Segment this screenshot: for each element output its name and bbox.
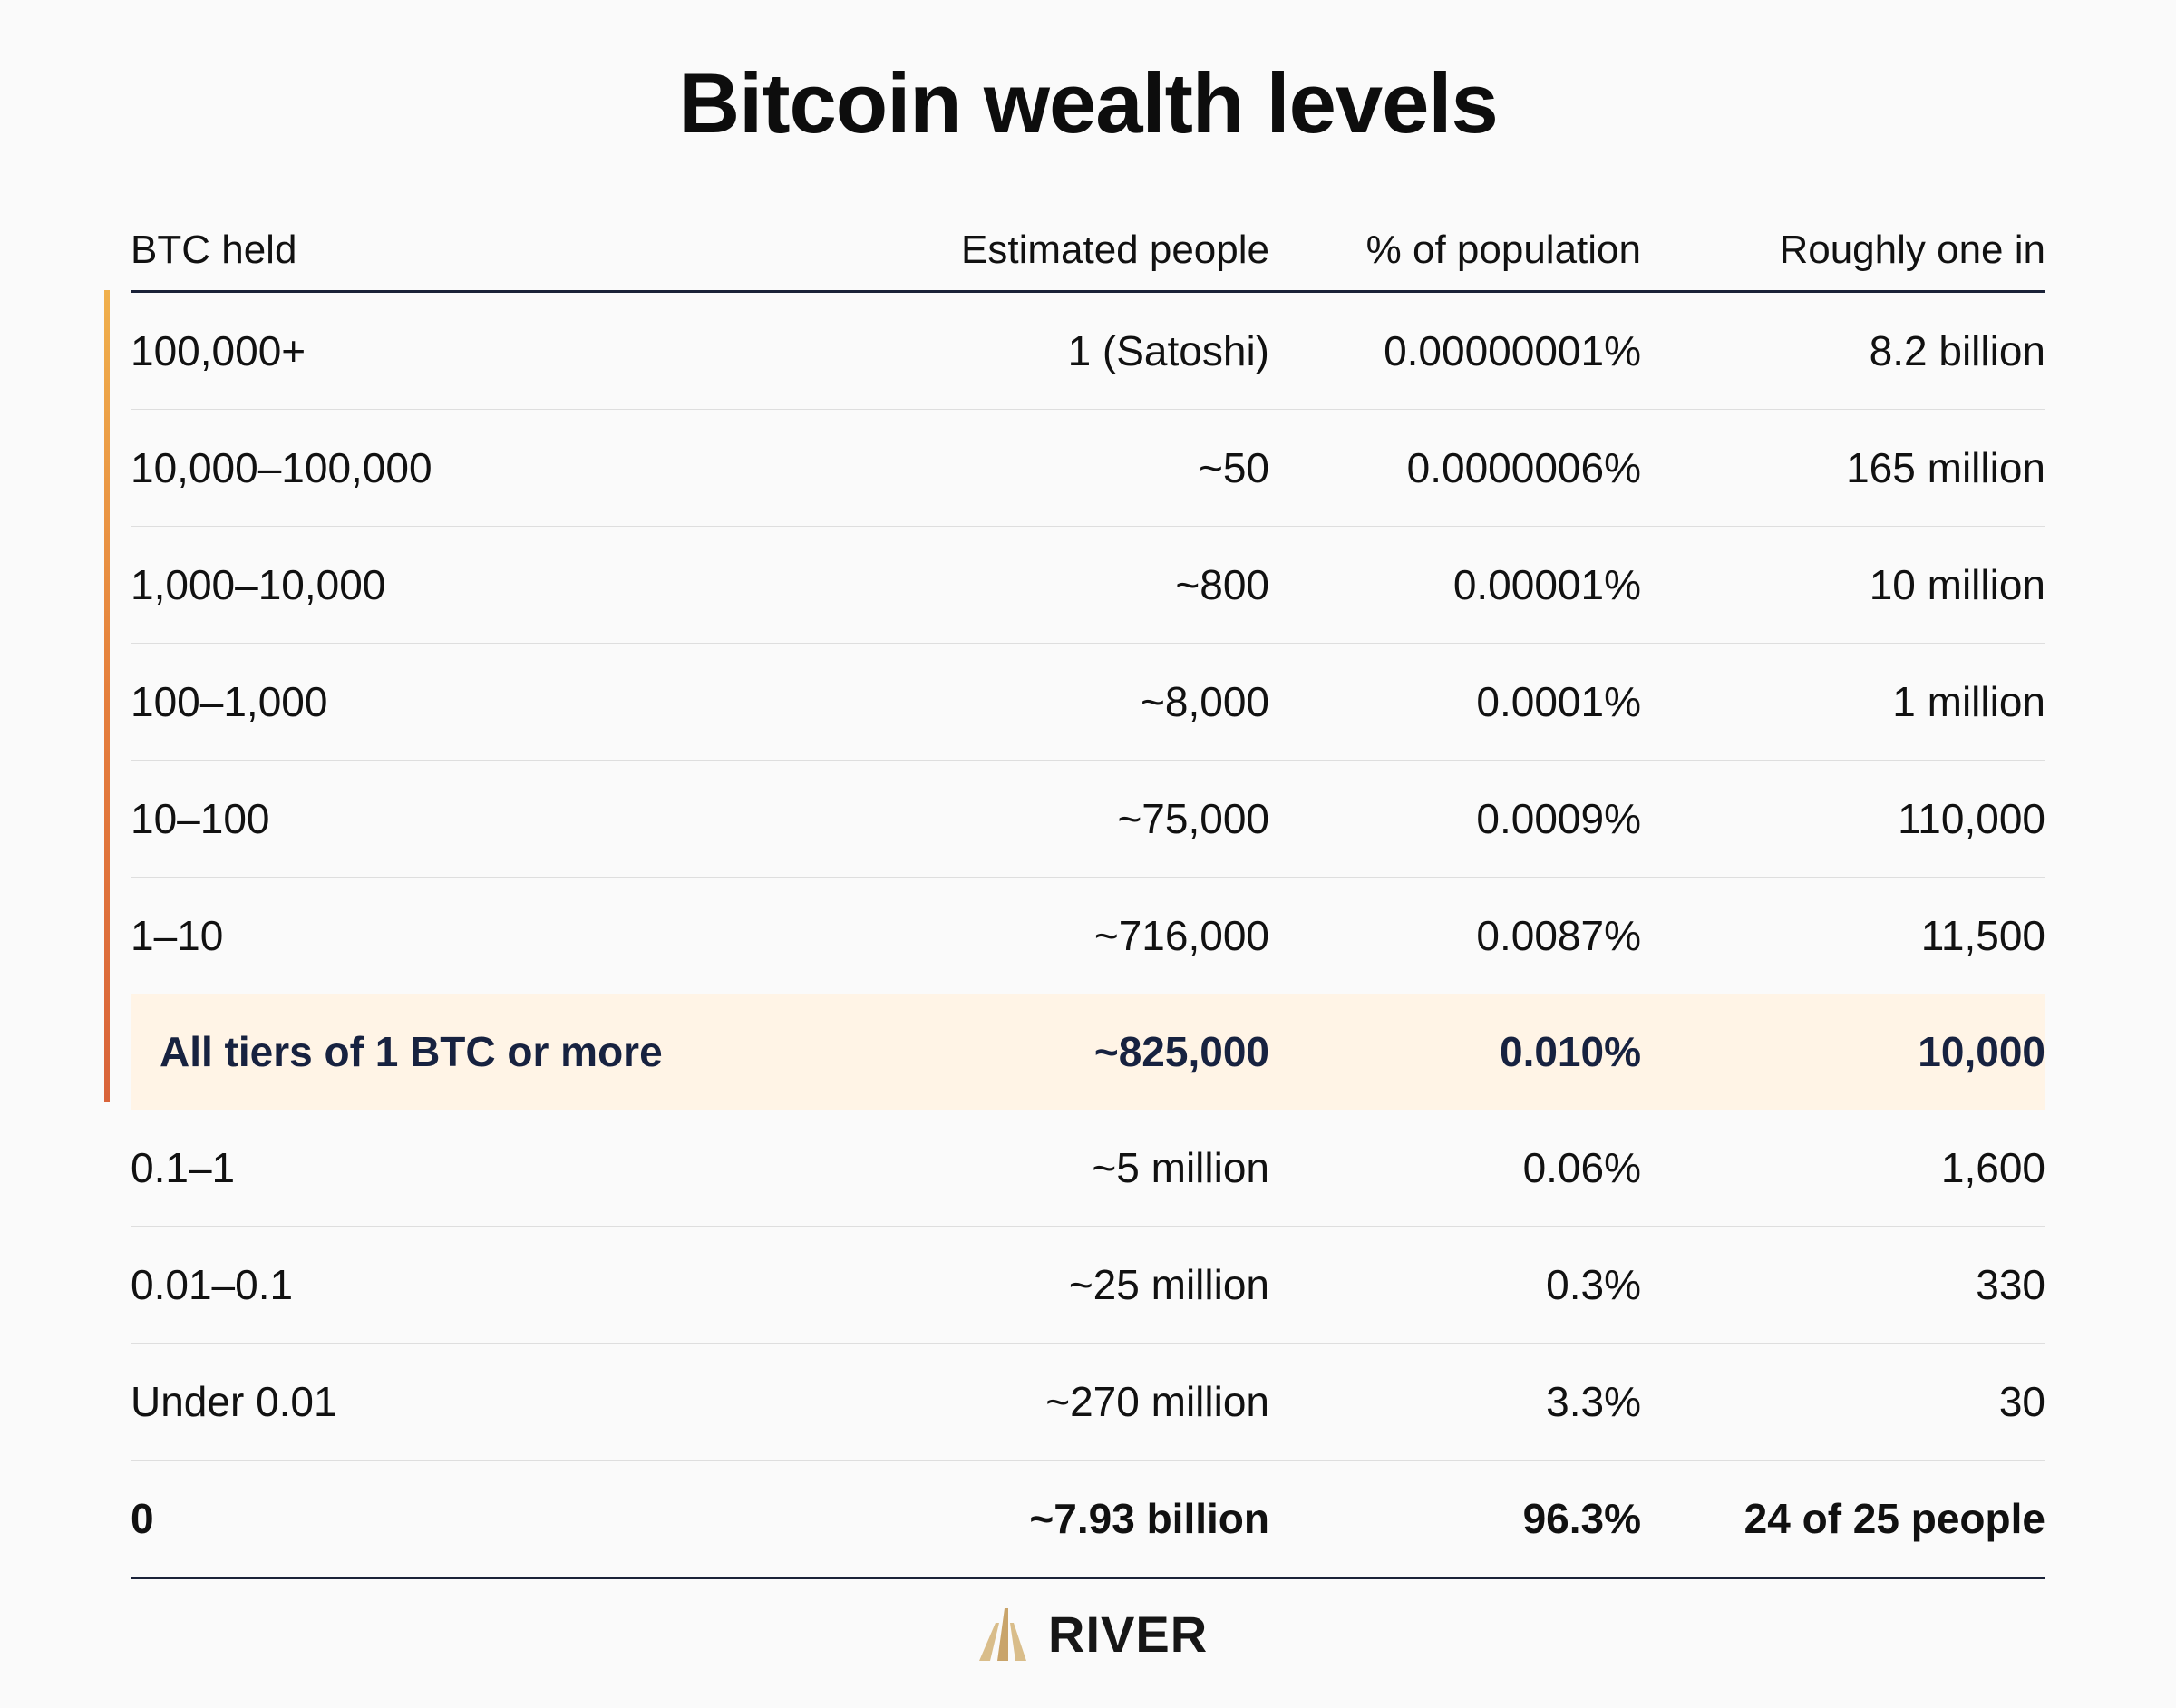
table-row: 10–100 ~75,000 0.0009% 110,000 xyxy=(131,761,2045,878)
header-pct-population: % of population xyxy=(1365,228,1641,272)
cell-pct-population: 0.3% xyxy=(1546,1261,1641,1308)
river-logo: RIVER xyxy=(977,1605,1208,1663)
cell-one-in: 1,600 xyxy=(1940,1144,2045,1191)
cell-pct-population: 0.010% xyxy=(1499,1028,1641,1075)
cell-btc-held: Under 0.01 xyxy=(131,1378,337,1425)
cell-one-in: 1 million xyxy=(1892,678,2045,725)
table-row: 10,000–100,000 ~50 0.0000006% 165 million xyxy=(131,410,2045,527)
cell-one-in: 30 xyxy=(1998,1378,2045,1425)
cell-pct-population: 0.0001% xyxy=(1476,678,1641,725)
cell-pct-population: 0.06% xyxy=(1522,1144,1641,1191)
cell-btc-held: 0.01–0.1 xyxy=(131,1261,294,1308)
table-row: 0.01–0.1 ~25 million 0.3% 330 xyxy=(131,1227,2045,1344)
cell-estimated-people: ~5 million xyxy=(1092,1144,1269,1191)
cell-btc-held: All tiers of 1 BTC or more xyxy=(160,1028,663,1075)
cell-btc-held: 100,000+ xyxy=(131,327,306,374)
cell-one-in: 10 million xyxy=(1869,561,2045,608)
cell-estimated-people: ~716,000 xyxy=(1093,912,1269,959)
table-row: 1,000–10,000 ~800 0.00001% 10 million xyxy=(131,527,2045,644)
table-header: BTC held Estimated people % of populatio… xyxy=(131,210,2045,293)
table-row-highlight: All tiers of 1 BTC or more ~825,000 0.010%… xyxy=(131,994,2045,1110)
table-row: 100,000+ 1 (Satoshi) 0.00000001% 8.2 billio… xyxy=(131,293,2045,410)
cell-one-in: 330 xyxy=(1976,1261,2045,1308)
chart-title: Bitcoin wealth levels xyxy=(678,55,1499,150)
cell-estimated-people: ~75,000 xyxy=(1117,795,1269,842)
wealth-table: BTC held Estimated people % of populatio… xyxy=(131,210,2045,1579)
cell-pct-population: 0.0000006% xyxy=(1406,444,1641,491)
cell-estimated-people: 1 (Satoshi) xyxy=(1067,327,1269,374)
cell-one-in: 110,000 xyxy=(1898,795,2045,842)
header-btc-held: BTC held xyxy=(131,228,297,272)
cell-pct-population: 96.3% xyxy=(1522,1495,1641,1542)
cell-btc-held: 10–100 xyxy=(131,795,270,842)
river-logo-icon xyxy=(979,1608,1026,1661)
cell-pct-population: 0.0009% xyxy=(1476,795,1641,842)
cell-one-in: 165 million xyxy=(1846,444,2045,491)
cell-pct-population: 0.00000001% xyxy=(1384,327,1641,374)
header-estimated-people: Estimated people xyxy=(961,228,1269,272)
cell-estimated-people: ~8,000 xyxy=(1141,678,1269,725)
table-row: 1–10 ~716,000 0.0087% 11,500 xyxy=(131,878,2045,994)
cell-pct-population: 0.0087% xyxy=(1476,912,1641,959)
logo-text: RIVER xyxy=(1048,1605,1209,1663)
accent-bar xyxy=(104,290,110,1102)
cell-estimated-people: ~800 xyxy=(1175,561,1269,608)
cell-btc-held: 0.1–1 xyxy=(131,1144,236,1191)
cell-btc-held: 10,000–100,000 xyxy=(131,444,432,491)
table-body: 100,000+ 1 (Satoshi) 0.00000001% 8.2 billio… xyxy=(131,293,2045,1579)
cell-pct-population: 3.3% xyxy=(1546,1378,1641,1425)
cell-one-in: 11,500 xyxy=(1920,912,2045,959)
cell-estimated-people: ~270 million xyxy=(1045,1378,1269,1425)
header-one-in: Roughly one in xyxy=(1779,228,2045,272)
table-row: 0 ~7.93 billion 96.3% 24 of 25 people xyxy=(131,1461,2045,1579)
table-row: 100–1,000 ~8,000 0.0001% 1 million xyxy=(131,644,2045,761)
cell-one-in: 8.2 billion xyxy=(1869,327,2045,374)
cell-estimated-people: ~7.93 billion xyxy=(1029,1495,1269,1542)
cell-btc-held: 0 xyxy=(131,1495,154,1542)
table-row: 0.1–1 ~5 million 0.06% 1,600 xyxy=(131,1110,2045,1227)
table-row: Under 0.01 ~270 million 3.3% 30 xyxy=(131,1344,2045,1461)
cell-pct-population: 0.00001% xyxy=(1452,561,1641,608)
cell-estimated-people: ~50 xyxy=(1198,444,1269,491)
cell-one-in: 24 of 25 people xyxy=(1744,1495,2045,1542)
cell-estimated-people: ~825,000 xyxy=(1093,1028,1269,1075)
cell-estimated-people: ~25 million xyxy=(1068,1261,1269,1308)
cell-btc-held: 100–1,000 xyxy=(131,678,328,725)
cell-one-in: 10,000 xyxy=(1918,1028,2045,1075)
cell-btc-held: 1–10 xyxy=(131,912,224,959)
cell-btc-held: 1,000–10,000 xyxy=(131,561,386,608)
